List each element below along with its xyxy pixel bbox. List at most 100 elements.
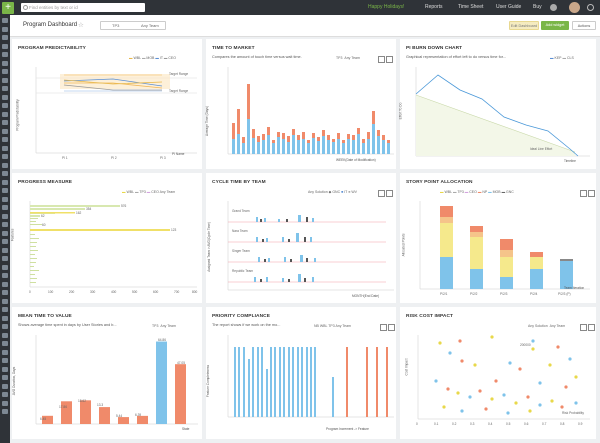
time-to-market-chart <box>227 67 394 155</box>
add-widget-button[interactable]: Add widget <box>541 21 569 30</box>
bar[interactable] <box>80 400 91 424</box>
sidebar-icon[interactable] <box>2 196 8 202</box>
widget-tools-icon[interactable] <box>378 56 393 63</box>
bar[interactable] <box>137 415 148 424</box>
sidebar-icon[interactable] <box>2 315 8 321</box>
edit-dashboard-button[interactable]: Edit Dashboard <box>509 21 539 30</box>
sidebar-icon[interactable] <box>2 366 8 372</box>
sidebar-icon[interactable] <box>2 205 8 210</box>
sidebar-icon[interactable] <box>2 188 8 193</box>
bar-value-label: 5.44 <box>116 414 123 418</box>
sidebar-icon[interactable] <box>2 290 8 295</box>
sidebar-icon[interactable] <box>2 60 8 66</box>
bar-value-label: 6.45 <box>40 417 47 421</box>
x-tick: P/2/2 <box>470 292 478 296</box>
sidebar-icon[interactable] <box>2 392 8 397</box>
chart-legend: TP3 Any Team <box>336 56 360 60</box>
x-tick: 0 <box>29 290 31 294</box>
x-axis-label: MONTH(End Date) <box>352 294 380 298</box>
mean-time-to-value-widget: Mean Time To Value Shows average time sp… <box>12 307 202 439</box>
x-axis-label: WEEK(Date of Modification) <box>336 158 376 162</box>
sidebar-icon[interactable] <box>2 43 8 49</box>
sidebar-icon[interactable] <box>2 247 8 253</box>
widget-title: Story Point Allocation <box>406 180 473 185</box>
priority-compliance-widget: Priority Compliance The report shows if … <box>206 307 396 439</box>
sidebar-icon[interactable] <box>2 120 8 125</box>
widget-title: Priority Compliance <box>212 314 271 319</box>
sidebar-icon[interactable] <box>2 137 8 142</box>
sidebar-icon[interactable] <box>2 145 8 151</box>
holiday-label[interactable]: Happy Holidays! <box>368 4 405 10</box>
sidebar-icon[interactable] <box>2 69 8 74</box>
timesheet-link[interactable]: Time Sheet <box>458 4 484 10</box>
sidebar-icon[interactable] <box>2 213 8 219</box>
bar[interactable] <box>61 401 72 424</box>
sidebar-icon[interactable] <box>2 332 8 338</box>
sidebar-icon[interactable] <box>2 94 8 100</box>
sidebar-icon[interactable] <box>2 256 8 261</box>
sidebar-icon[interactable] <box>2 52 8 57</box>
sidebar-icon[interactable] <box>2 222 8 227</box>
sidebar-icon[interactable] <box>2 307 8 312</box>
sidebar-icon[interactable] <box>2 400 8 406</box>
x-axis-label: State <box>182 427 190 431</box>
sidebar-icon[interactable] <box>2 35 8 40</box>
sidebar-icon[interactable] <box>2 179 8 185</box>
risk-chart <box>417 335 590 420</box>
widget-tools-icon[interactable] <box>380 324 395 331</box>
sidebar-icon[interactable] <box>2 86 8 91</box>
widget-title: Risk Cost Impact <box>406 314 454 319</box>
actions-button[interactable]: Actions <box>572 21 596 30</box>
mean-time-chart <box>35 335 198 425</box>
bar[interactable] <box>156 341 167 424</box>
avatar[interactable] <box>569 2 580 13</box>
sidebar-icon[interactable] <box>2 128 8 134</box>
buy-link[interactable]: Buy <box>533 4 542 10</box>
sidebar-icon[interactable] <box>2 281 8 287</box>
sidebar-icon[interactable] <box>2 341 8 346</box>
sidebar-icon[interactable] <box>2 324 8 329</box>
gear-icon[interactable] <box>587 4 594 11</box>
context-filter[interactable]: TP3 Any Team <box>100 21 166 30</box>
star-icon[interactable]: ☆ <box>78 22 84 29</box>
sidebar-icon[interactable] <box>2 375 8 380</box>
target-lower-label: Target Range <box>169 89 189 93</box>
sidebar-icon[interactable] <box>2 230 8 236</box>
x-axis-label: Program Increment -> Feature <box>326 427 369 431</box>
sidebar-icon[interactable] <box>2 409 8 414</box>
widget-tools-icon[interactable] <box>580 190 595 197</box>
widget-tools-icon[interactable] <box>580 324 595 331</box>
sidebar-icon[interactable] <box>2 77 8 83</box>
burn-down-chart <box>415 67 590 157</box>
time-to-market-widget: Time To Market Compares the amount of to… <box>205 39 396 169</box>
sidebar-icon[interactable] <box>2 18 8 23</box>
bar[interactable] <box>99 407 110 424</box>
bar[interactable] <box>118 417 129 424</box>
notification-icon[interactable] <box>550 4 557 11</box>
sidebar-icon[interactable] <box>2 383 8 389</box>
bar[interactable] <box>42 415 53 424</box>
sidebar-icon[interactable] <box>2 154 8 159</box>
chart-legend: ▬ KEP ▬ CLS <box>550 56 574 60</box>
sidebar-icon[interactable] <box>2 298 8 304</box>
add-icon[interactable]: + <box>2 2 14 14</box>
bar[interactable] <box>175 364 186 424</box>
widget-title: Cycle Time By Team <box>212 180 266 185</box>
sidebar-icon[interactable] <box>2 103 8 108</box>
ideal-line-label: Ideal Line Effort <box>530 147 553 151</box>
x-tick: 0.2 <box>452 422 457 426</box>
sidebar-icon[interactable] <box>2 358 8 363</box>
widget-description: Compares the amount of touch time versus… <box>212 55 302 59</box>
sidebar-icon[interactable] <box>2 264 8 270</box>
sidebar-icon[interactable] <box>2 111 8 117</box>
sidebar-icon[interactable] <box>2 273 8 278</box>
sidebar-icon[interactable] <box>2 239 8 244</box>
sidebar-icon[interactable] <box>2 26 8 32</box>
widget-tools-icon[interactable] <box>378 190 393 197</box>
search-input[interactable]: Find entities by text or id <box>21 3 145 12</box>
reports-link[interactable]: Reports <box>425 4 443 10</box>
sidebar-icon[interactable] <box>2 171 8 176</box>
sidebar-icon[interactable] <box>2 162 8 168</box>
userguide-link[interactable]: User Guide <box>496 4 522 10</box>
sidebar-icon[interactable] <box>2 349 8 355</box>
